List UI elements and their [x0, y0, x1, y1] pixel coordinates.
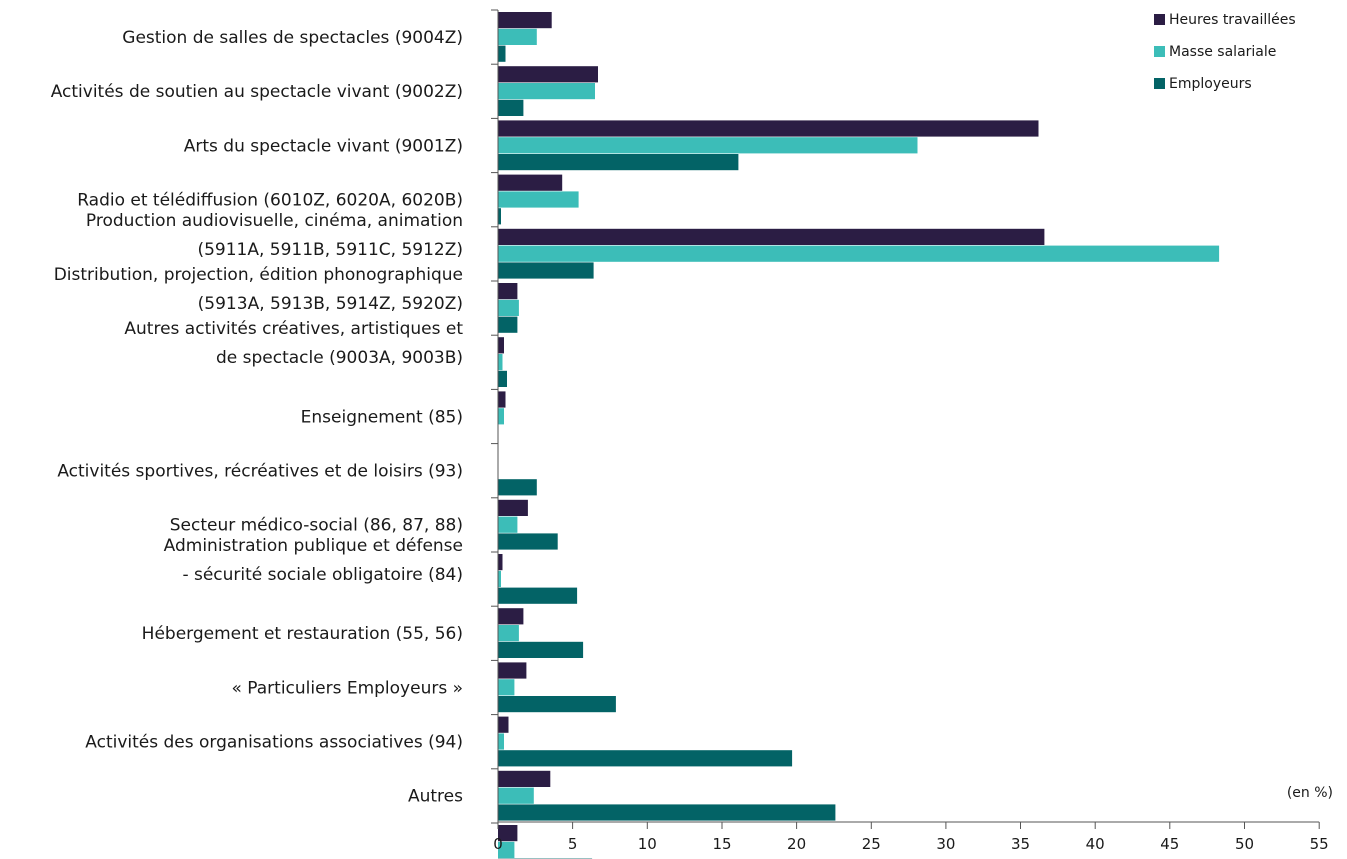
- bar-3-6: [498, 316, 518, 333]
- bar-2-15: [498, 787, 534, 804]
- bar-1-3: [498, 120, 1039, 137]
- bar-3-15: [498, 804, 836, 821]
- category-label-14: Activités des organisations associatives…: [85, 733, 463, 753]
- x-tick-label-9: 40: [1086, 835, 1105, 853]
- bar-1-2: [498, 66, 598, 83]
- category-label-6-line-2: (5913A, 5913B, 5914Z, 5920Z): [198, 294, 463, 314]
- category-label-5-line-2: (5911A, 5911B, 5911C, 5912Z): [197, 240, 463, 260]
- legend: Heures travaillées Masse salariale Employe…: [1154, 12, 1296, 92]
- x-tick-label-10: 45: [1160, 835, 1179, 853]
- category-label-5-line-1: Production audiovisuelle, cinéma, animat…: [86, 211, 463, 231]
- bar-1-14: [498, 716, 509, 733]
- bar-1-11: [498, 554, 503, 571]
- bar-2-13: [498, 679, 515, 696]
- category-label-8: Enseignement (85): [301, 407, 463, 427]
- category-label-12: Hébergement et restauration (55, 56): [142, 624, 463, 644]
- bar-1-12: [498, 608, 524, 625]
- legend-label-1: Heures travaillées: [1169, 12, 1296, 28]
- x-tick-label-3: 10: [638, 835, 657, 853]
- bars-group: [498, 12, 1220, 859]
- bar-1-15: [498, 770, 551, 787]
- bar-3-10: [498, 533, 558, 550]
- category-label-13: « Particuliers Employeurs »: [231, 678, 463, 698]
- category-label-1: Gestion de salles de spectacles (9004Z): [122, 28, 463, 48]
- bar-1-4: [498, 174, 563, 191]
- bar-3-5: [498, 262, 594, 279]
- legend-swatch-3: [1154, 78, 1165, 89]
- x-tick-label-1: 0: [493, 835, 503, 853]
- category-label-4: Radio et télédiffusion (6010Z, 6020A, 60…: [77, 191, 463, 211]
- category-label-9: Activités sportives, récréatives et de l…: [57, 462, 463, 482]
- category-labels: Gestion de salles de spectacles (9004Z) A…: [51, 28, 464, 807]
- bar-2-5: [498, 245, 1220, 262]
- bar-1-1: [498, 12, 552, 29]
- bar-2-7: [498, 354, 503, 371]
- bar-3-1: [498, 45, 506, 62]
- category-label-2: Activités de soutien au spectacle vivant…: [51, 82, 463, 102]
- category-label-7-line-1: Autres activités créatives, artistiques …: [124, 319, 463, 339]
- x-tick-label-12: 55: [1310, 835, 1329, 853]
- bar-3-7: [498, 370, 507, 387]
- bar-1-8: [498, 391, 506, 408]
- unit-label: (en %): [1287, 785, 1333, 801]
- x-tick-label-6: 25: [862, 835, 881, 853]
- bar-1-6: [498, 283, 518, 300]
- bar-3-3: [498, 154, 739, 171]
- bar-2-6: [498, 299, 519, 316]
- bar-2-11: [498, 570, 501, 587]
- legend-label-2: Masse salariale: [1169, 44, 1276, 60]
- bar-3-14: [498, 750, 793, 767]
- bar-1-13: [498, 662, 527, 679]
- x-tick-label-8: 35: [1011, 835, 1030, 853]
- bar-3-2: [498, 99, 524, 116]
- bar-3-9: [498, 479, 537, 496]
- bar-2-10: [498, 516, 518, 533]
- x-tick-label-11: 50: [1235, 835, 1254, 853]
- axes: 0 5 10 15 20 25 30 35 40 45 50 55: [491, 9, 1329, 853]
- bar-2-16: [498, 841, 515, 858]
- category-label-6-line-1: Distribution, projection, édition phonog…: [54, 265, 463, 285]
- legend-swatch-2: [1154, 46, 1165, 57]
- bar-2-14: [498, 733, 504, 750]
- bar-3-13: [498, 696, 616, 713]
- bar-2-1: [498, 28, 537, 45]
- category-label-15: Autres: [408, 787, 463, 807]
- bar-1-16: [498, 825, 518, 842]
- category-label-11-line-2: - sécurité sociale obligatoire (84): [182, 565, 463, 585]
- legend-label-3: Employeurs: [1169, 76, 1252, 92]
- x-tick-label-5: 20: [787, 835, 806, 853]
- bar-3-11: [498, 587, 578, 604]
- x-tick-label-2: 5: [568, 835, 578, 853]
- bar-1-7: [498, 337, 504, 354]
- category-label-11-line-1: Administration publique et défense: [164, 536, 463, 556]
- category-label-7-line-2: de spectacle (9003A, 9003B): [216, 348, 463, 368]
- x-tick-label-4: 15: [712, 835, 731, 853]
- category-label-3: Arts du spectacle vivant (9001Z): [184, 136, 463, 156]
- category-label-10: Secteur médico-social (86, 87, 88): [170, 516, 463, 536]
- bar-1-5: [498, 228, 1045, 245]
- bar-3-12: [498, 641, 584, 658]
- bar-2-12: [498, 625, 519, 642]
- bar-2-8: [498, 408, 504, 425]
- bar-2-2: [498, 83, 595, 100]
- bar-2-3: [498, 137, 918, 154]
- x-tick-label-7: 30: [936, 835, 955, 853]
- bar-1-10: [498, 499, 528, 516]
- legend-swatch-1: [1154, 14, 1165, 25]
- bar-3-4: [498, 208, 501, 225]
- bar-2-4: [498, 191, 579, 208]
